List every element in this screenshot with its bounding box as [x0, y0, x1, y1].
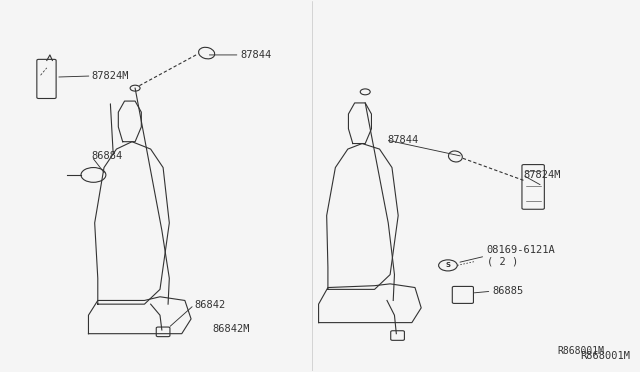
Text: 86884: 86884 — [92, 151, 123, 161]
Text: 86885: 86885 — [493, 286, 524, 296]
Text: 87844: 87844 — [387, 135, 419, 145]
Text: S: S — [445, 262, 451, 268]
Text: 87844: 87844 — [241, 50, 272, 60]
Text: 86842M: 86842M — [212, 324, 250, 334]
Text: 08169-6121A
( 2 ): 08169-6121A ( 2 ) — [486, 246, 556, 267]
Text: 87824M: 87824M — [92, 71, 129, 81]
Text: R868001M: R868001M — [557, 346, 605, 356]
Text: 87824M: 87824M — [524, 170, 561, 180]
Text: 86842: 86842 — [194, 300, 225, 310]
Text: R868001M: R868001M — [580, 351, 630, 361]
